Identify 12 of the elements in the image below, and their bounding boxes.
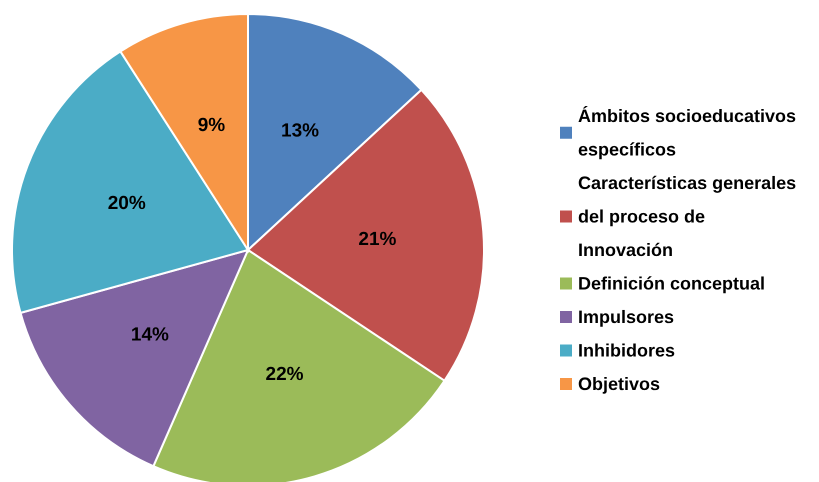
legend-label: Características generales del proceso de Innovación (578, 173, 796, 260)
data-label: 21% (358, 229, 397, 250)
data-label: 20% (108, 193, 146, 214)
data-label: 13% (281, 120, 320, 142)
data-label: 14% (130, 324, 170, 346)
data-label: 22% (266, 364, 304, 386)
legend-label: Ámbitos socioeducativos específicos (578, 106, 796, 160)
legend-label: Inhibidores (578, 340, 676, 360)
data-label: 9% (198, 114, 226, 136)
legend-label: Definición conceptual (578, 274, 766, 294)
legend-label: Impulsores (578, 307, 674, 327)
legend-label: Objetivos (578, 374, 660, 394)
